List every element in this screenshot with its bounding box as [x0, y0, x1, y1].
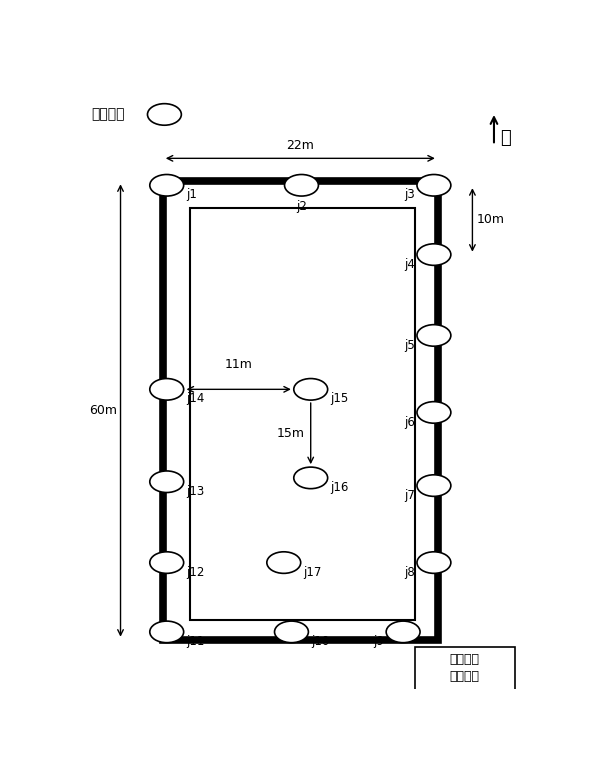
Text: j1: j1	[186, 188, 197, 201]
Text: j15: j15	[330, 392, 348, 406]
Text: j14: j14	[186, 392, 204, 406]
Text: j6: j6	[404, 416, 415, 429]
Text: j2: j2	[296, 200, 307, 213]
Ellipse shape	[150, 552, 184, 574]
Text: j11: j11	[186, 635, 204, 648]
Text: j12: j12	[186, 566, 204, 579]
Text: j9: j9	[373, 635, 384, 648]
Text: 北: 北	[500, 128, 511, 146]
Text: 15m: 15m	[277, 427, 305, 440]
Ellipse shape	[150, 471, 184, 492]
Ellipse shape	[417, 552, 451, 574]
Text: 沉淀池及: 沉淀池及	[450, 653, 480, 666]
Ellipse shape	[284, 174, 318, 196]
Ellipse shape	[274, 621, 308, 642]
Text: j16: j16	[330, 481, 348, 494]
Ellipse shape	[267, 552, 300, 574]
Ellipse shape	[150, 174, 184, 196]
Ellipse shape	[417, 244, 451, 265]
Ellipse shape	[150, 621, 184, 642]
Ellipse shape	[148, 104, 181, 125]
Bar	[163, 181, 438, 639]
Ellipse shape	[294, 378, 328, 400]
Text: 10m: 10m	[476, 214, 505, 227]
Text: 扬水泵站: 扬水泵站	[450, 670, 480, 683]
Text: 60m: 60m	[89, 404, 117, 417]
Text: 降水井：: 降水井：	[91, 108, 125, 122]
Ellipse shape	[417, 324, 451, 346]
Bar	[190, 208, 415, 620]
Text: 11m: 11m	[225, 358, 253, 371]
Ellipse shape	[294, 467, 328, 488]
Ellipse shape	[417, 402, 451, 423]
Text: j17: j17	[303, 566, 321, 579]
Text: j8: j8	[404, 566, 415, 579]
Ellipse shape	[417, 474, 451, 496]
Text: 22m: 22m	[286, 139, 314, 152]
Text: j4: j4	[404, 258, 415, 271]
Text: j3: j3	[404, 188, 415, 201]
Text: j5: j5	[404, 338, 415, 351]
Ellipse shape	[386, 621, 420, 642]
Text: j7: j7	[404, 488, 415, 502]
Ellipse shape	[150, 378, 184, 400]
Text: j13: j13	[186, 485, 204, 498]
Text: j10: j10	[311, 635, 329, 648]
Ellipse shape	[417, 174, 451, 196]
Bar	[415, 647, 515, 690]
